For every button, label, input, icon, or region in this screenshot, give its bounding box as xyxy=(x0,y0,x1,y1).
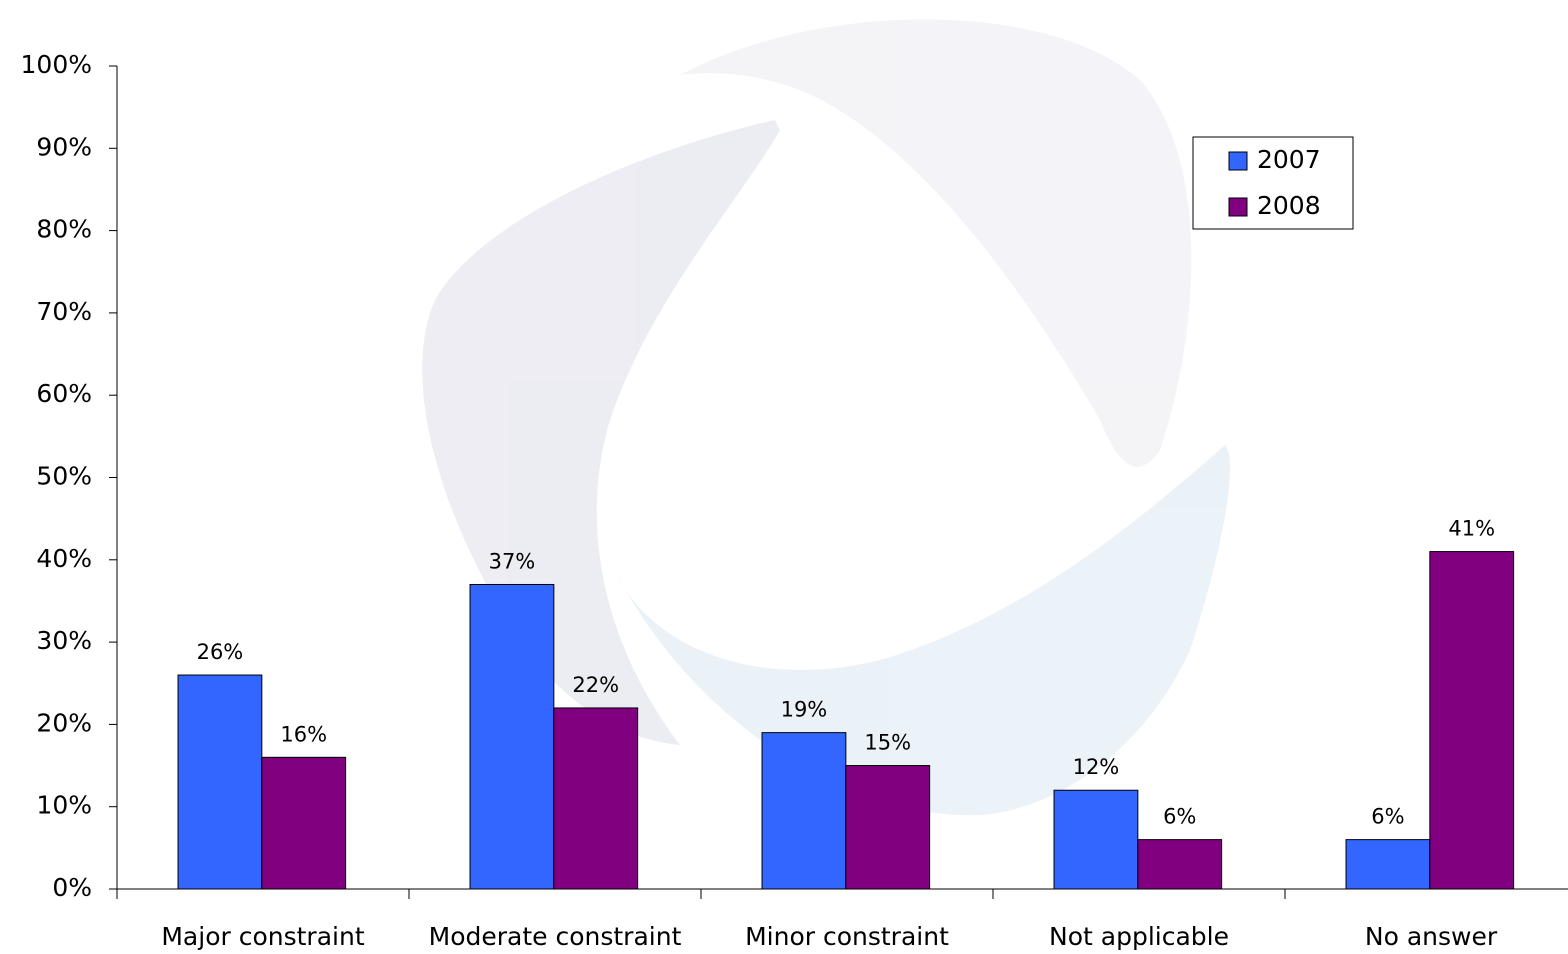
legend-label: 2007 xyxy=(1257,145,1321,174)
x-tick-label: Moderate constraint xyxy=(429,922,682,951)
legend: 2007 2008 xyxy=(1192,136,1354,230)
value-label: 41% xyxy=(1448,517,1495,541)
legend-swatch xyxy=(1228,151,1248,171)
legend-box xyxy=(1192,136,1354,230)
y-tick-label: 90% xyxy=(36,132,92,161)
bar xyxy=(553,707,639,890)
value-label: 6% xyxy=(1163,805,1196,829)
y-tick-label: 60% xyxy=(36,379,92,408)
value-label: 37% xyxy=(489,549,536,573)
value-label: 26% xyxy=(197,640,244,664)
bar xyxy=(469,583,555,890)
y-tick-label: 100% xyxy=(21,50,92,79)
bar xyxy=(261,756,347,890)
bar xyxy=(1053,789,1139,890)
y-tick-label: 20% xyxy=(36,708,92,737)
value-label: 16% xyxy=(280,722,327,746)
x-tick-label: Minor constraint xyxy=(745,922,949,951)
value-label: 22% xyxy=(572,673,619,697)
bar xyxy=(845,765,931,890)
y-tick-label: 80% xyxy=(36,215,92,244)
value-label: 12% xyxy=(1073,755,1120,779)
value-label: 6% xyxy=(1371,805,1404,829)
y-tick-label: 10% xyxy=(36,791,92,820)
y-tick-label: 30% xyxy=(36,626,92,655)
y-tick-label: 50% xyxy=(36,462,92,491)
bar xyxy=(1137,839,1223,890)
y-tick-label: 70% xyxy=(36,297,92,326)
bar xyxy=(1429,551,1515,890)
x-tick-label: Not applicable xyxy=(1049,922,1229,951)
legend-swatch xyxy=(1228,197,1248,217)
x-tick-label: Major constraint xyxy=(161,922,364,951)
x-tick-label: No answer xyxy=(1365,922,1498,951)
y-tick-label: 40% xyxy=(36,544,92,573)
bar xyxy=(1345,839,1431,890)
bar xyxy=(177,674,263,890)
legend-label: 2008 xyxy=(1257,191,1321,220)
value-label: 15% xyxy=(864,731,911,755)
bar xyxy=(761,732,847,890)
value-label: 19% xyxy=(781,698,828,722)
y-tick-label: 0% xyxy=(52,873,92,902)
